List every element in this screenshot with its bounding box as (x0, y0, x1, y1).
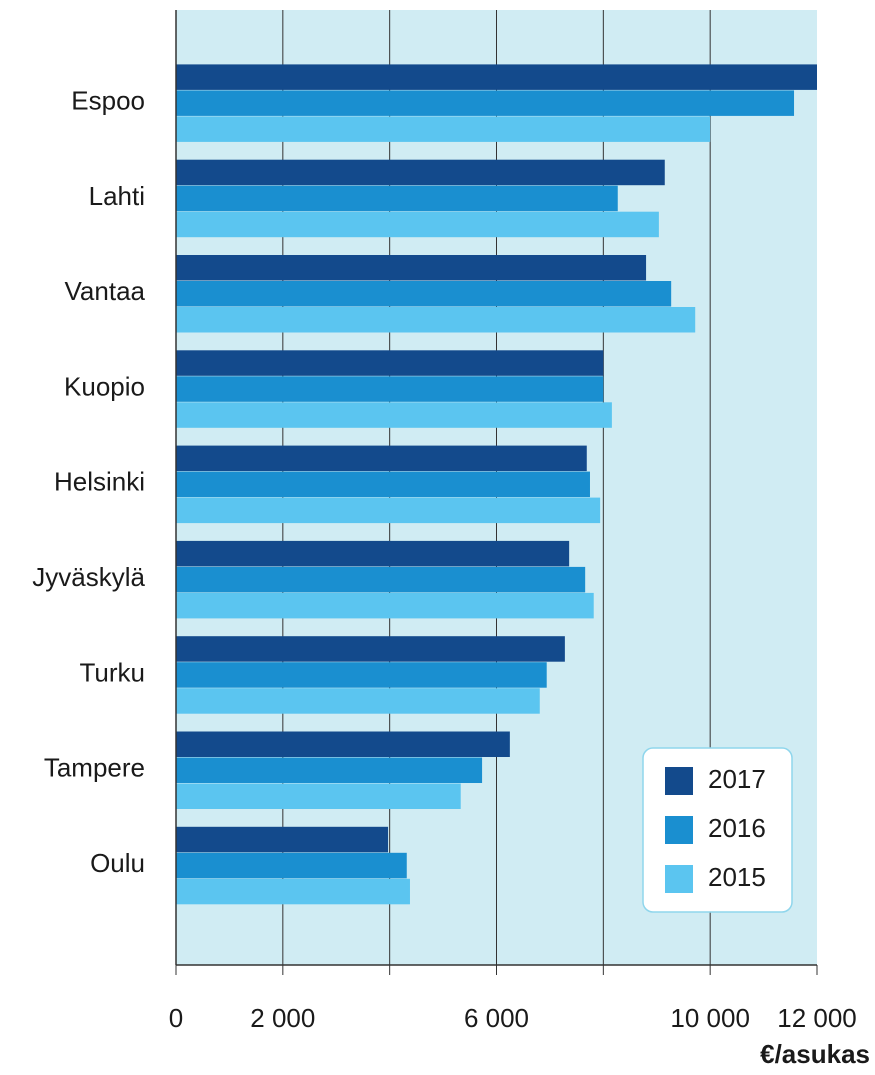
y-tick-label: Espoo (71, 86, 145, 116)
x-tick-label: 10 000 (670, 1003, 750, 1033)
bar (176, 636, 565, 662)
y-tick-label: Kuopio (64, 371, 145, 401)
bar (176, 731, 510, 757)
bar (176, 402, 612, 428)
bar (176, 350, 604, 376)
bar (176, 185, 618, 212)
bar (176, 826, 389, 853)
bar (176, 757, 483, 783)
x-tick-label: 0 (169, 1003, 183, 1033)
bar (176, 255, 647, 281)
x-tick-label: 12 000 (777, 1003, 857, 1033)
legend-label: 2015 (708, 862, 766, 892)
x-tick-label: 2 000 (250, 1003, 315, 1033)
bar (176, 159, 665, 186)
bar (176, 783, 461, 809)
bar (176, 662, 547, 688)
legend-swatch (665, 865, 693, 893)
y-tick-label: Helsinki (54, 467, 145, 497)
bar (176, 688, 540, 714)
bar (176, 592, 594, 619)
y-tick-label: Lahti (89, 181, 145, 211)
bar (176, 281, 672, 307)
bar (176, 307, 696, 333)
bar (176, 540, 570, 567)
x-tick-label: 6 000 (464, 1003, 529, 1033)
legend-swatch (665, 767, 693, 795)
y-tick-label: Oulu (90, 848, 145, 878)
bar (176, 116, 711, 142)
legend-label: 2016 (708, 813, 766, 843)
bar (176, 852, 407, 879)
bar (176, 471, 590, 498)
bar (176, 211, 659, 238)
y-tick-label: Turku (80, 657, 146, 687)
bar (176, 64, 817, 90)
x-axis-label: €/asukas (760, 1039, 870, 1069)
y-tick-label: Vantaa (65, 276, 146, 306)
y-tick-label: Jyväskylä (32, 562, 145, 592)
bar (176, 90, 795, 116)
bar (176, 445, 587, 472)
bar (176, 497, 601, 524)
bar (176, 566, 586, 593)
legend-label: 2017 (708, 764, 766, 794)
bar (176, 376, 604, 402)
legend-swatch (665, 816, 693, 844)
y-tick-label: Tampere (44, 753, 145, 783)
bar (176, 878, 410, 905)
